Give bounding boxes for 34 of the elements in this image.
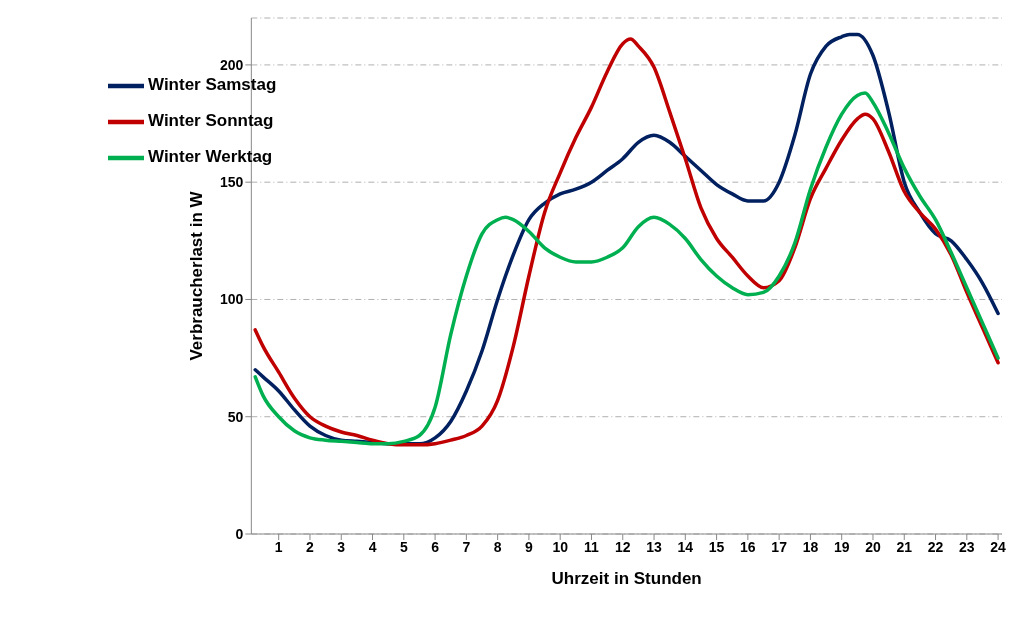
y-axis-title: Verbraucherlast in W bbox=[187, 190, 207, 361]
x-tick-label: 14 bbox=[677, 538, 694, 555]
x-tick-label: 4 bbox=[368, 538, 377, 555]
x-tick-label: 13 bbox=[646, 538, 663, 555]
x-tick-label: 2 bbox=[306, 538, 315, 555]
y-tick-label: 200 bbox=[219, 56, 244, 73]
legend-label: Winter Sonntag bbox=[148, 111, 274, 131]
x-tick-label: 23 bbox=[959, 538, 975, 555]
y-tick-label: 0 bbox=[235, 525, 244, 542]
x-tick-label: 7 bbox=[462, 538, 471, 555]
x-tick-label: 3 bbox=[337, 538, 346, 555]
y-tick-label: 100 bbox=[219, 291, 244, 308]
x-tick-label: 9 bbox=[525, 538, 534, 555]
legend-label: Winter Werktag bbox=[148, 147, 273, 167]
x-tick-label: 18 bbox=[802, 538, 819, 555]
x-tick-label: 12 bbox=[614, 538, 631, 555]
x-tick-label: 16 bbox=[740, 538, 756, 555]
x-tick-label: 6 bbox=[431, 538, 440, 555]
legend-label: Winter Samstag bbox=[148, 75, 277, 95]
x-tick-label: 17 bbox=[771, 538, 788, 555]
x-tick-label: 22 bbox=[927, 538, 944, 555]
y-tick-label: 50 bbox=[227, 408, 244, 425]
x-tick-label: 1 bbox=[274, 538, 283, 555]
x-tick-label: 15 bbox=[708, 538, 725, 555]
x-tick-label: 11 bbox=[584, 538, 600, 555]
x-tick-label: 24 bbox=[990, 538, 1007, 555]
x-tick-label: 10 bbox=[552, 538, 569, 555]
x-tick-label: 19 bbox=[833, 538, 850, 555]
x-axis-title: Uhrzeit in Stunden bbox=[551, 569, 702, 588]
y-tick-label: 150 bbox=[219, 174, 244, 191]
x-tick-label: 20 bbox=[865, 538, 881, 555]
x-tick-label: 5 bbox=[399, 538, 408, 555]
x-tick-label: 8 bbox=[493, 538, 502, 555]
x-tick-label: 21 bbox=[896, 538, 913, 555]
